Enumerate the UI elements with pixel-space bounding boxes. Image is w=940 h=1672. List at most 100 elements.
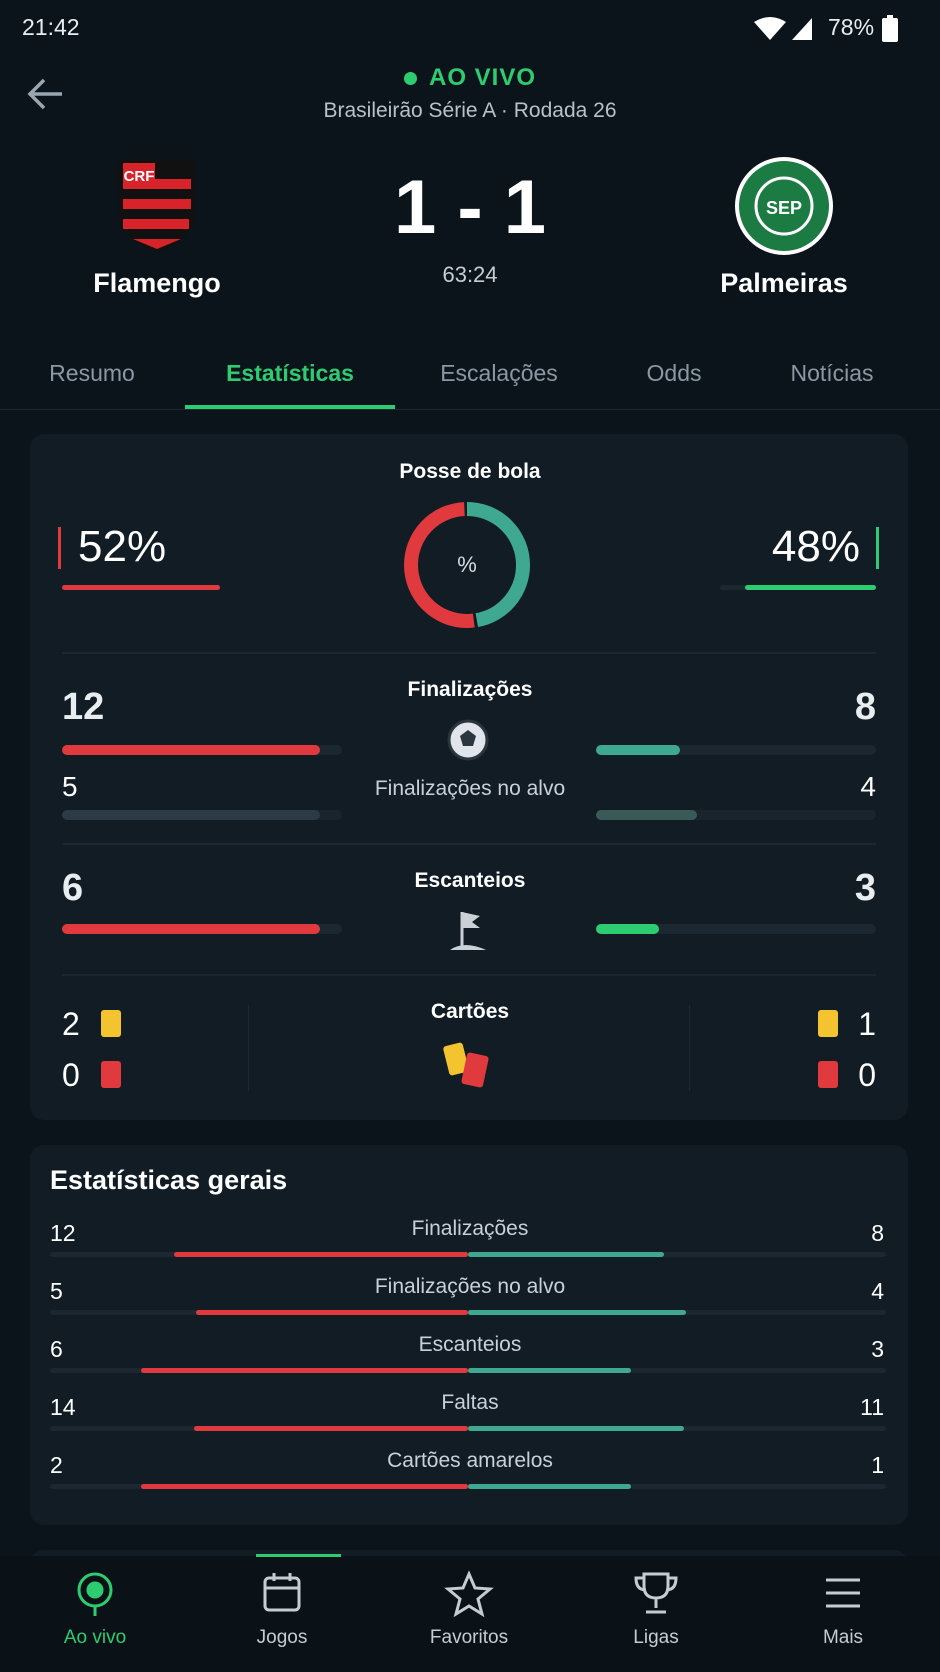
general-title: Estatísticas gerais [50,1165,288,1195]
away-value: 1 [871,1452,884,1478]
nav-hint [256,1554,341,1557]
away-bar [468,1310,686,1315]
divider [62,974,876,976]
away-accent [876,527,879,569]
svg-text:CRF: CRF [124,168,155,185]
away-possession: 48% [771,522,860,571]
home-value: 2 [50,1452,63,1478]
live-status: AO VIVO [403,64,537,92]
away-value: 3 [854,867,876,909]
nav-item[interactable]: Ao vivo [63,1627,127,1648]
away-value: 4 [860,771,876,802]
clock: 21:42 [22,14,80,40]
home-bar [193,1426,468,1431]
away-possession-bar [744,585,876,590]
stat-label: Escanteios [418,1333,522,1356]
away-bar [468,1484,632,1489]
divider [248,1005,249,1091]
home-team: Flamengo [93,268,221,298]
tab-indicator [185,405,395,409]
away-value: 8 [871,1220,884,1246]
track [50,1368,886,1373]
score: 1 - 1 [393,165,547,250]
stat-title: Finalizações [407,678,533,701]
track [596,810,876,820]
track [596,924,876,934]
red-card [818,1061,838,1088]
nav-item[interactable]: Mais [822,1627,864,1648]
home-value: 5 [62,771,78,802]
back-button[interactable] [26,76,66,112]
donut-segment [404,502,530,628]
home-red: 0 [62,1057,80,1093]
home-possession-track [62,585,220,590]
stat-title: Escanteios [414,869,526,892]
general-card [30,1145,908,1525]
stat-label: Faltas [441,1391,499,1414]
stat-label: Finalizações [411,1217,529,1240]
track [50,1310,886,1315]
possession-title: Posse de bola [399,460,541,483]
divider [689,1005,690,1091]
live-text: AO VIVO [428,64,537,91]
stat-label: Cartões amarelos [387,1449,553,1472]
away-team: Palmeiras [720,268,848,298]
tab[interactable]: Estatísticas [226,360,354,386]
away-red: 0 [858,1057,876,1093]
cards-icon [443,1042,489,1088]
match-clock: 63:24 [442,262,498,287]
donut-label: % [457,552,477,577]
stat-label: Finalizações no alvo [374,1275,566,1298]
nav-item[interactable]: Jogos [256,1627,308,1648]
nav-item[interactable]: Ligas [633,1627,679,1648]
tab[interactable]: Notícias [790,360,874,386]
home-value: 14 [50,1394,76,1420]
home-possession: 52% [78,522,167,571]
signal-icons [754,17,812,40]
ball-icon [447,719,489,761]
tab[interactable]: Escalações [440,360,558,386]
home-accent [58,527,61,569]
stat-title: Cartões [430,1000,510,1023]
track [50,1252,886,1257]
home-possession-bar [62,585,220,590]
competition: Brasileirão Série A · Rodada 26 [323,99,617,122]
away-bar [468,1426,684,1431]
away-bar [468,1252,664,1257]
track [596,745,876,755]
battery: 78% [828,14,875,40]
tab[interactable]: Odds [646,360,702,386]
away-possession-track [720,585,876,590]
track [50,1426,886,1431]
featured-card [30,434,908,1120]
away-value: 8 [854,686,876,728]
home-value: 6 [62,867,84,909]
tab-divider [0,409,940,410]
away-crest: SEP [735,157,833,255]
away-value: 3 [871,1336,884,1362]
home-crest: CRF [119,159,195,253]
track [62,745,342,755]
nav-item[interactable]: Favoritos [429,1627,509,1648]
away-value: 11 [860,1394,884,1420]
track [62,924,342,934]
divider [62,843,876,845]
home-bar [141,1484,468,1489]
yellow-card [818,1010,838,1037]
svg-text:SEP: SEP [766,198,802,218]
track [62,810,342,820]
battery-icon [882,15,898,42]
home-bar [141,1368,468,1373]
stat-subtitle: Finalizações no alvo [374,777,566,800]
possession-donut [404,502,530,628]
home-bar [174,1252,468,1257]
away-bar [596,810,697,820]
home-yellow: 2 [62,1006,80,1042]
home-value: 12 [50,1220,76,1246]
yellow-card [101,1010,121,1037]
nav-icons [77,1570,860,1618]
divider [62,652,876,654]
corner-flag-icon [450,912,486,950]
away-bar [468,1368,632,1373]
tab[interactable]: Resumo [49,360,135,386]
